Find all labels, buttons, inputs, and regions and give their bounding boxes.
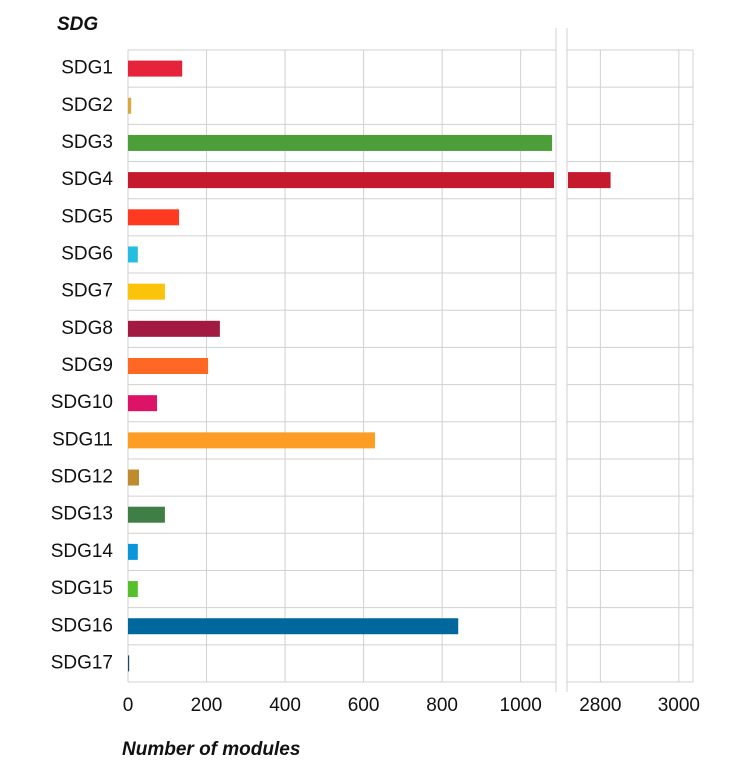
bar <box>128 581 138 598</box>
x-tick-label: 400 <box>269 695 301 716</box>
y-tick-label: SDG16 <box>51 615 113 636</box>
bar <box>128 97 132 114</box>
bar <box>128 395 158 412</box>
y-tick-label: SDG4 <box>61 169 113 190</box>
x-axis-title: Number of modules <box>122 739 300 760</box>
bar <box>128 320 220 337</box>
y-tick-label: SDG5 <box>61 206 113 227</box>
x-tick-label: 0 <box>123 695 134 716</box>
y-tick-label: SDG2 <box>61 95 113 116</box>
x-tick-label: 200 <box>191 695 223 716</box>
y-tick-label: SDG12 <box>51 467 113 488</box>
bar <box>568 172 611 189</box>
bar <box>128 618 459 635</box>
y-tick-label: SDG13 <box>51 504 113 525</box>
bar <box>128 506 165 523</box>
x-tick-label: 1000 <box>500 695 542 716</box>
x-tick-label: 2800 <box>579 695 621 716</box>
y-tick-label: SDG9 <box>61 355 113 376</box>
bar <box>128 432 375 449</box>
x-tick-label: 3000 <box>658 695 700 716</box>
x-tick-label: 800 <box>426 695 458 716</box>
bar <box>128 134 553 151</box>
bar <box>128 543 138 560</box>
y-tick-label: SDG1 <box>61 58 113 79</box>
y-tick-label: SDG11 <box>52 429 113 450</box>
y-tick-label: SDG14 <box>51 541 114 562</box>
bar <box>128 172 554 189</box>
bar <box>128 358 209 374</box>
y-axis-title: SDG <box>57 14 98 35</box>
bar <box>128 209 180 226</box>
bar <box>128 60 183 77</box>
y-tick-label: SDG3 <box>61 132 113 153</box>
y-tick-label: SDG15 <box>51 578 113 599</box>
y-tick-label: SDG7 <box>61 281 113 302</box>
y-tick-label: SDG17 <box>51 652 113 673</box>
bar <box>128 246 138 263</box>
bar <box>128 283 165 300</box>
x-tick-label: 600 <box>348 695 380 716</box>
y-tick-label: SDG10 <box>51 392 113 413</box>
y-tick-label: SDG8 <box>61 318 113 339</box>
bar <box>128 469 139 486</box>
bar <box>128 655 130 672</box>
y-tick-label: SDG6 <box>61 243 113 264</box>
